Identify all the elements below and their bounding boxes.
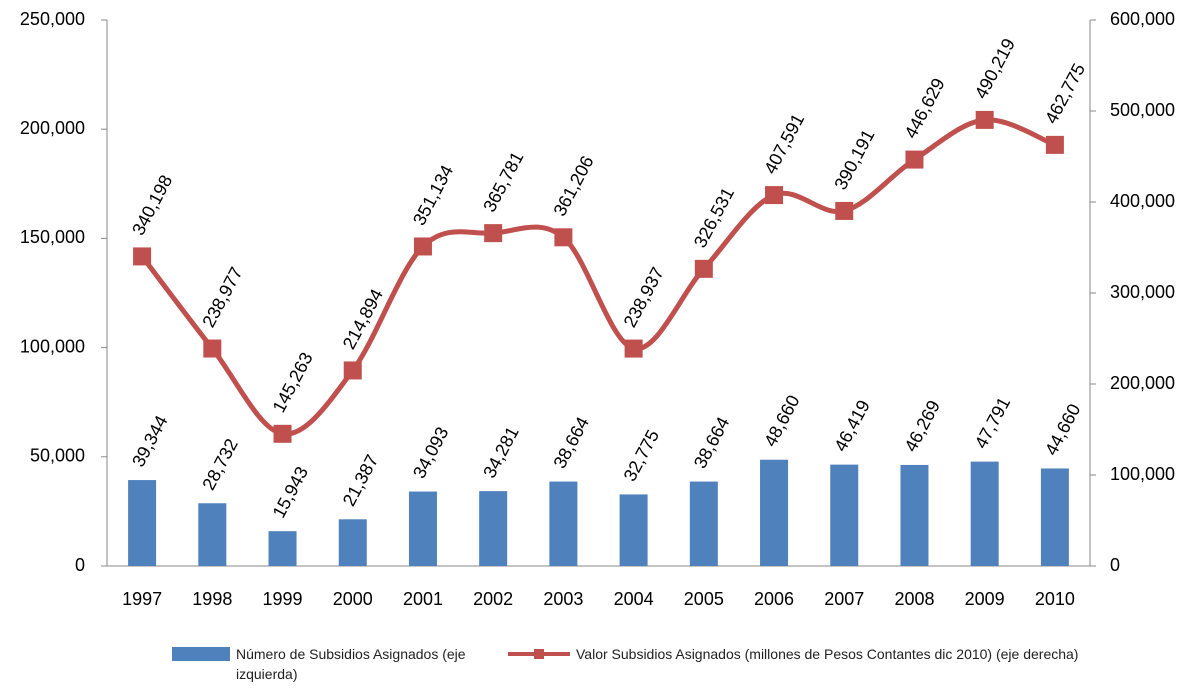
- x-tick-label: 1999: [263, 589, 303, 609]
- data-label: 326,531: [690, 184, 738, 251]
- y-tick-label: 150,000: [20, 227, 85, 247]
- chart: 0 50,000 100,000 150,000 200,000 250,000 0 100,…: [20, 9, 1175, 609]
- y2-tick-label: 500,000: [1110, 100, 1175, 120]
- data-label: 446,629: [901, 75, 949, 142]
- y2-tick-label: 200,000: [1110, 373, 1175, 393]
- line-marker: [203, 339, 222, 358]
- legend-key: [172, 647, 230, 661]
- x-tick-label: 1998: [192, 589, 232, 609]
- line-marker: [835, 201, 854, 220]
- x-tick-label: 2002: [473, 589, 513, 609]
- y-tick-label: 0: [75, 555, 85, 575]
- legend-item: Número de Subsidios Asignados (eje izqui…: [172, 644, 502, 684]
- data-label: 15,943: [269, 463, 313, 521]
- data-label: 39,344: [128, 412, 172, 470]
- line-marker: [273, 424, 292, 443]
- data-label: 46,269: [901, 397, 945, 455]
- line-marker: [343, 361, 362, 380]
- bar: [479, 491, 508, 566]
- data-label: 47,791: [971, 394, 1015, 452]
- data-label: 48,660: [760, 392, 804, 450]
- line-marker: [1045, 135, 1064, 154]
- x-tick-label: 2006: [754, 589, 794, 609]
- y2-tick-label: 600,000: [1110, 9, 1175, 29]
- bar: [128, 480, 157, 566]
- line-marker: [694, 259, 713, 278]
- data-label: 490,219: [971, 35, 1019, 102]
- x-tick-label: 2008: [894, 589, 934, 609]
- data-label: 340,198: [128, 172, 176, 239]
- y2-tick-label: 100,000: [1110, 464, 1175, 484]
- data-label: 34,093: [409, 424, 453, 482]
- line-marker: [133, 247, 152, 266]
- data-label: 361,206: [549, 153, 597, 220]
- line-marker: [765, 186, 784, 205]
- bar: [689, 481, 718, 566]
- data-label: 28,732: [198, 435, 242, 493]
- data-label: 390,191: [830, 126, 878, 193]
- x-tick-label: 2009: [965, 589, 1005, 609]
- data-label: 351,134: [409, 162, 457, 229]
- y2-tick-label: 400,000: [1110, 191, 1175, 211]
- legend-swatch: [172, 647, 230, 661]
- data-label: 38,664: [549, 414, 593, 472]
- x-tick-label: 2005: [684, 589, 724, 609]
- bar: [1040, 468, 1069, 566]
- bar: [900, 464, 929, 566]
- y-tick-label: 250,000: [20, 9, 85, 29]
- data-label: 44,660: [1041, 401, 1085, 459]
- y-tick-label: 100,000: [20, 336, 85, 356]
- line-marker: [554, 228, 573, 247]
- legend-key: [508, 649, 570, 659]
- line-marker: [905, 150, 924, 169]
- line-marker: [484, 224, 503, 243]
- x-tick-label: 2000: [333, 589, 373, 609]
- line-marker: [413, 237, 432, 256]
- bar: [408, 491, 437, 566]
- data-label: 46,419: [830, 397, 874, 455]
- data-label: 407,591: [760, 110, 808, 177]
- line-marker: [624, 339, 643, 358]
- legend-label: Valor Subsidios Asignados (millones de P…: [576, 646, 1079, 662]
- y-tick-label: 50,000: [30, 446, 85, 466]
- bar: [619, 494, 648, 566]
- x-tick-label: 2004: [614, 589, 654, 609]
- data-label: 238,977: [198, 264, 246, 331]
- x-tick-label: 1997: [122, 589, 162, 609]
- bar: [338, 519, 367, 566]
- data-label: 365,781: [479, 148, 527, 215]
- data-label: 238,937: [620, 264, 668, 331]
- data-label: 34,281: [479, 423, 523, 481]
- bar: [268, 531, 297, 566]
- x-tick-label: 2010: [1035, 589, 1075, 609]
- y-tick-label: 200,000: [20, 118, 85, 138]
- legend-item: Valor Subsidios Asignados (millones de P…: [508, 644, 1108, 664]
- bar: [549, 481, 578, 566]
- y2-tick-label: 300,000: [1110, 282, 1175, 302]
- data-label: 38,664: [690, 414, 734, 472]
- x-tick-label: 2003: [543, 589, 583, 609]
- legend-marker: [534, 649, 544, 659]
- bar: [830, 464, 859, 566]
- x-tick-label: 2007: [824, 589, 864, 609]
- data-label: 32,775: [620, 427, 664, 485]
- legend-label: Número de Subsidios Asignados (eje izqui…: [236, 646, 466, 682]
- bar: [970, 461, 999, 566]
- data-label: 21,387: [339, 451, 383, 509]
- data-label: 145,263: [269, 349, 317, 416]
- x-tick-label: 2001: [403, 589, 443, 609]
- y2-tick-label: 0: [1110, 555, 1120, 575]
- data-label: 462,775: [1041, 60, 1089, 127]
- bar: [760, 459, 789, 566]
- line-marker: [975, 110, 994, 129]
- bar: [198, 503, 227, 566]
